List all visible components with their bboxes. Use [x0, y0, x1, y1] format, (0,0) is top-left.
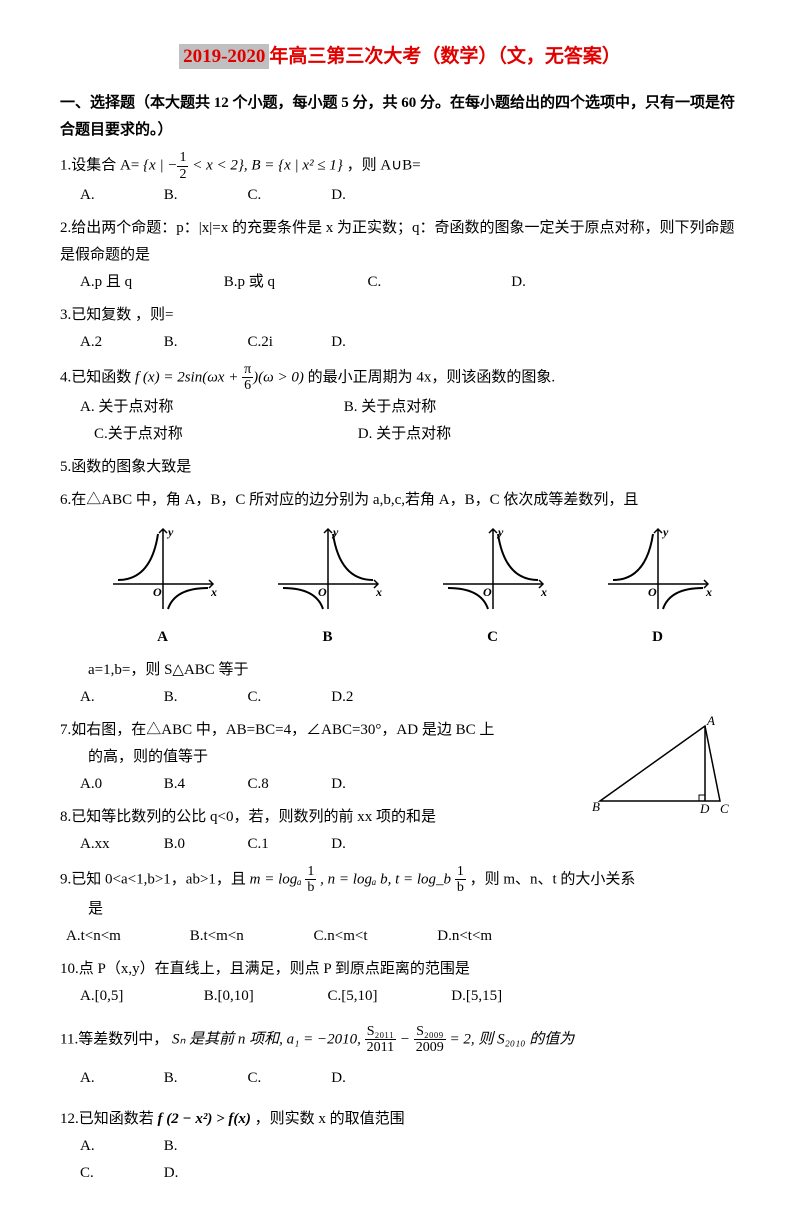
question-5: 5.函数的图象大致是 [60, 454, 740, 481]
svg-text:A: A [706, 713, 715, 728]
question-12: 12.已知函数若 f (2 − x²) > f(x) ，则实数 x 的取值范围 [60, 1106, 740, 1133]
q2-options: A.p 且 q B.p 或 q C. D. [60, 269, 740, 296]
q6-cont: a=1,b=，则 S△ABC 等于 [60, 657, 740, 684]
svg-text:y: y [496, 525, 504, 539]
svg-text:y: y [661, 525, 669, 539]
question-9: 9.已知 0<a<1,b>1，ab>1，且 m = logₐ 1b , n = … [60, 864, 740, 896]
svg-text:x: x [540, 585, 547, 599]
question-1: 1.设集合 A= {x | −12 < x < 2}, B = {x | x² … [60, 150, 740, 182]
svg-text:O: O [318, 585, 327, 599]
q6-options: A. B. C. D.2 [60, 684, 740, 711]
graph-d-svg: y x O [598, 524, 718, 614]
q12-options: A. B. C. D. [60, 1133, 740, 1187]
q9-options: A.t<n<m B.t<m<n C.n<m<t D.n<t<m [60, 923, 740, 950]
svg-text:B: B [592, 799, 600, 814]
svg-text:x: x [705, 585, 712, 599]
svg-text:O: O [648, 585, 657, 599]
title-highlight: 2019-2020 [179, 44, 269, 69]
question-3: 3.已知复数 ，则= [60, 302, 740, 329]
q4-options: A. 关于点对称 B. 关于点对称 C.关于点对称 D. 关于点对称 [60, 394, 740, 448]
graph-d: y x O D [598, 524, 718, 651]
svg-text:C: C [720, 801, 729, 816]
svg-text:O: O [153, 585, 162, 599]
graph-c-svg: y x O [433, 524, 553, 614]
svg-text:x: x [375, 585, 382, 599]
q3-options: A.2 B. C.2i D. [60, 329, 740, 356]
svg-text:x: x [210, 585, 217, 599]
svg-text:O: O [483, 585, 492, 599]
triangle-figure: A B D C [590, 711, 740, 831]
q8-options: A.xx B.0 C.1 D. [60, 831, 740, 858]
svg-text:y: y [331, 525, 339, 539]
q1-options: A. B. C. D. [60, 182, 740, 209]
question-11: 11.等差数列中， Sₙ 是其前 n 项和, a₁ = −2010, S₂₀₁₁… [60, 1024, 740, 1056]
question-4: 4.已知函数 f (x) = 2sin(ωx + π6)(ω > 0) 的最小正… [60, 362, 740, 394]
svg-text:y: y [166, 525, 174, 539]
graph-b: y x O B [268, 524, 388, 651]
q10-options: A.[0,5] B.[0,10] C.[5,10] D.[5,15] [60, 983, 740, 1010]
question-10: 10.点 P（x,y）在直线上，且满足，则点 P 到原点距离的范围是 [60, 956, 740, 983]
graph-a: y x O A [103, 524, 223, 651]
graph-row: y x O A y x O B y x O [80, 524, 740, 651]
section-1-heading: 一、选择题（本大题共 12 个小题，每小题 5 分，共 60 分。在每小题给出的… [60, 90, 740, 144]
graph-a-svg: y x O [103, 524, 223, 614]
svg-text:D: D [699, 801, 710, 816]
question-2: 2.给出两个命题：p：|x|=x 的充要条件是 x 为正实数；q：奇函数的图象一… [60, 215, 740, 269]
question-6: 6.在△ABC 中，角 A，B，C 所对应的边分别为 a,b,c,若角 A，B，… [60, 487, 740, 514]
title-rest: 年高三第三次大考（数学）（文，无答案） [269, 46, 621, 67]
graph-c: y x O C [433, 524, 553, 651]
graph-b-svg: y x O [268, 524, 388, 614]
q11-options: A. B. C. D. [60, 1065, 740, 1092]
page-title: 2019-2020年高三第三次大考（数学）（文，无答案） [60, 40, 740, 74]
